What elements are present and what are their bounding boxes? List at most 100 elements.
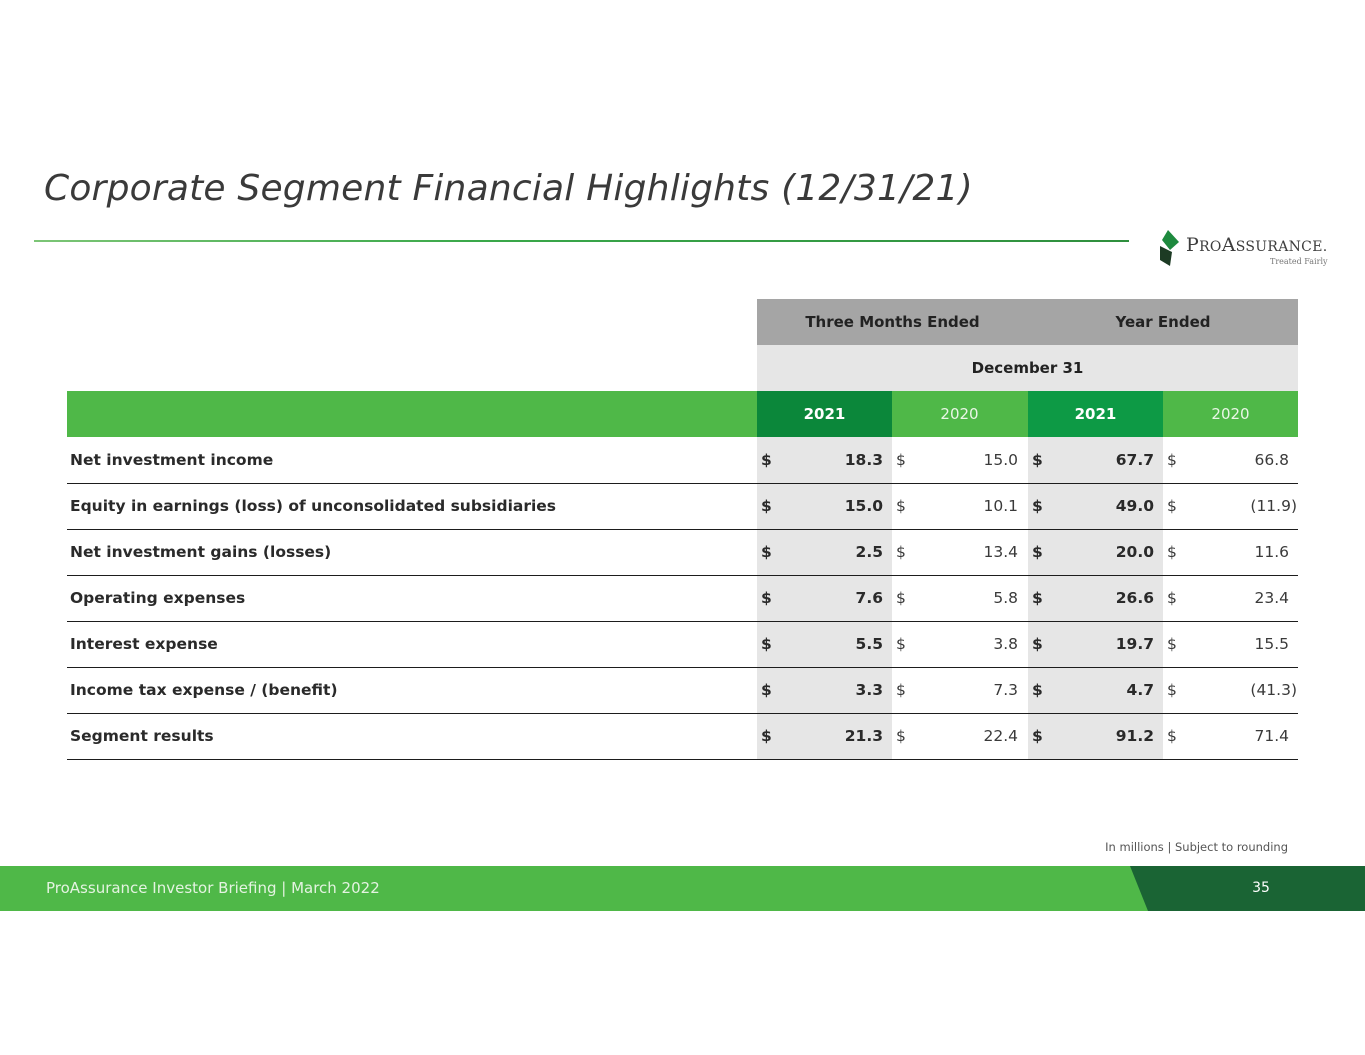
- value-number: 23.4: [1254, 589, 1289, 607]
- value-cell: $7.3: [892, 667, 1027, 713]
- currency-symbol: $: [1032, 681, 1043, 699]
- value-number: 7.3: [993, 681, 1018, 699]
- shaded-column-q-2021: [757, 437, 892, 760]
- value-cell: $5.5: [757, 621, 892, 667]
- value-number: 67.7: [1115, 451, 1154, 469]
- value-number: 21.3: [844, 727, 883, 745]
- value-number: 49.0: [1115, 497, 1154, 515]
- value-cell: $15.5: [1163, 621, 1298, 667]
- currency-symbol: $: [761, 497, 772, 515]
- value-cell: $3.3: [757, 667, 892, 713]
- value-cell: $23.4: [1163, 575, 1298, 621]
- row-label: Net investment income: [70, 451, 274, 469]
- value-number: 7.6: [855, 589, 883, 607]
- currency-symbol: $: [896, 589, 906, 607]
- currency-symbol: $: [761, 727, 772, 745]
- value-cell: $18.3: [757, 437, 892, 483]
- value-number: 11.6: [1254, 543, 1289, 561]
- currency-symbol: $: [761, 681, 772, 699]
- value-cell: $5.8: [892, 575, 1027, 621]
- three-months-header: Three Months Ended: [805, 313, 980, 331]
- currency-symbol: $: [896, 727, 906, 745]
- currency-symbol: $: [761, 589, 772, 607]
- year-ended-header: Year Ended: [1115, 313, 1211, 331]
- currency-symbol: $: [896, 543, 906, 561]
- logo-leaf-icon: [1160, 230, 1179, 266]
- value-number: 71.4: [1254, 727, 1289, 745]
- value-number: 15.5: [1254, 635, 1289, 653]
- value-number: 19.7: [1115, 635, 1154, 653]
- currency-symbol: $: [1032, 727, 1043, 745]
- currency-symbol: $: [761, 451, 772, 469]
- year-header-y-2020: 2020: [1211, 405, 1250, 423]
- currency-symbol: $: [761, 543, 772, 561]
- value-number: (11.9): [1250, 497, 1297, 515]
- value-cell: $20.0: [1028, 529, 1163, 575]
- currency-symbol: $: [1032, 451, 1043, 469]
- value-cell: $21.3: [757, 713, 892, 759]
- group-header-row: [757, 299, 1298, 345]
- currency-symbol: $: [896, 451, 906, 469]
- value-number: (41.3): [1250, 681, 1297, 699]
- year-header-q-2020: 2020: [940, 405, 979, 423]
- value-cell: $15.0: [892, 437, 1027, 483]
- value-cell: $91.2: [1028, 713, 1163, 759]
- value-cell: $67.7: [1028, 437, 1163, 483]
- value-number: 3.3: [855, 681, 883, 699]
- value-number: 22.4: [983, 727, 1018, 745]
- currency-symbol: $: [1167, 727, 1177, 745]
- value-cell: $26.6: [1028, 575, 1163, 621]
- currency-symbol: $: [761, 635, 772, 653]
- slide-title: Corporate Segment Financial Highlights (…: [44, 168, 973, 209]
- currency-symbol: $: [896, 681, 906, 699]
- table-row: Net investment gains (losses) $2.5 $13.4 $2…: [67, 529, 1298, 576]
- row-label: Income tax expense / (benefit): [70, 681, 338, 699]
- value-cell: $7.6: [757, 575, 892, 621]
- title-divider: [34, 240, 1129, 242]
- value-number: 5.8: [993, 589, 1018, 607]
- footnote: In millions | Subject to rounding: [1105, 840, 1288, 854]
- currency-symbol: $: [1167, 635, 1177, 653]
- value-number: 15.0: [844, 497, 883, 515]
- currency-symbol: $: [1167, 681, 1177, 699]
- value-cell: $71.4: [1163, 713, 1298, 759]
- value-number: 66.8: [1254, 451, 1289, 469]
- table-row: Equity in earnings (loss) of unconsolida…: [67, 483, 1298, 530]
- value-number: 10.1: [983, 497, 1018, 515]
- value-cell: $10.1: [892, 483, 1027, 529]
- value-cell: $4.7: [1028, 667, 1163, 713]
- value-cell: $2.5: [757, 529, 892, 575]
- footer-text: ProAssurance Investor Briefing | March 2…: [46, 879, 380, 897]
- value-number: 3.8: [993, 635, 1018, 653]
- proassurance-logo: PROASSURANCE. Treated Fairly: [1158, 230, 1328, 270]
- row-label: Operating expenses: [70, 589, 246, 607]
- value-number: 15.0: [983, 451, 1018, 469]
- row-label: Net investment gains (losses): [70, 543, 332, 561]
- value-cell: $22.4: [892, 713, 1027, 759]
- table-row: Segment results $21.3 $22.4 $91.2 $71.4: [67, 713, 1298, 760]
- value-cell: $ (11.9): [1163, 483, 1298, 529]
- currency-symbol: $: [1032, 497, 1043, 515]
- value-number: 5.5: [855, 635, 883, 653]
- currency-symbol: $: [1167, 497, 1177, 515]
- value-cell: $19.7: [1028, 621, 1163, 667]
- row-label: Segment results: [70, 727, 214, 745]
- shaded-column-y-2021: [1028, 437, 1163, 760]
- date-header: December 31: [971, 359, 1084, 377]
- value-number: 20.0: [1115, 543, 1154, 561]
- value-cell: $15.0: [757, 483, 892, 529]
- currency-symbol: $: [1167, 543, 1177, 561]
- currency-symbol: $: [1032, 543, 1043, 561]
- value-number: 2.5: [855, 543, 883, 561]
- value-number: 18.3: [844, 451, 883, 469]
- table-row: Operating expenses $7.6 $5.8 $26.6 $23.4: [67, 575, 1298, 622]
- value-cell: $3.8: [892, 621, 1027, 667]
- row-label: Interest expense: [70, 635, 218, 653]
- value-cell: $66.8: [1163, 437, 1298, 483]
- value-number: 13.4: [983, 543, 1018, 561]
- currency-symbol: $: [1032, 635, 1043, 653]
- value-cell: $13.4: [892, 529, 1027, 575]
- value-number: 4.7: [1126, 681, 1154, 699]
- table-row: Interest expense $5.5 $3.8 $19.7 $15.5: [67, 621, 1298, 668]
- date-header-row: [757, 345, 1298, 391]
